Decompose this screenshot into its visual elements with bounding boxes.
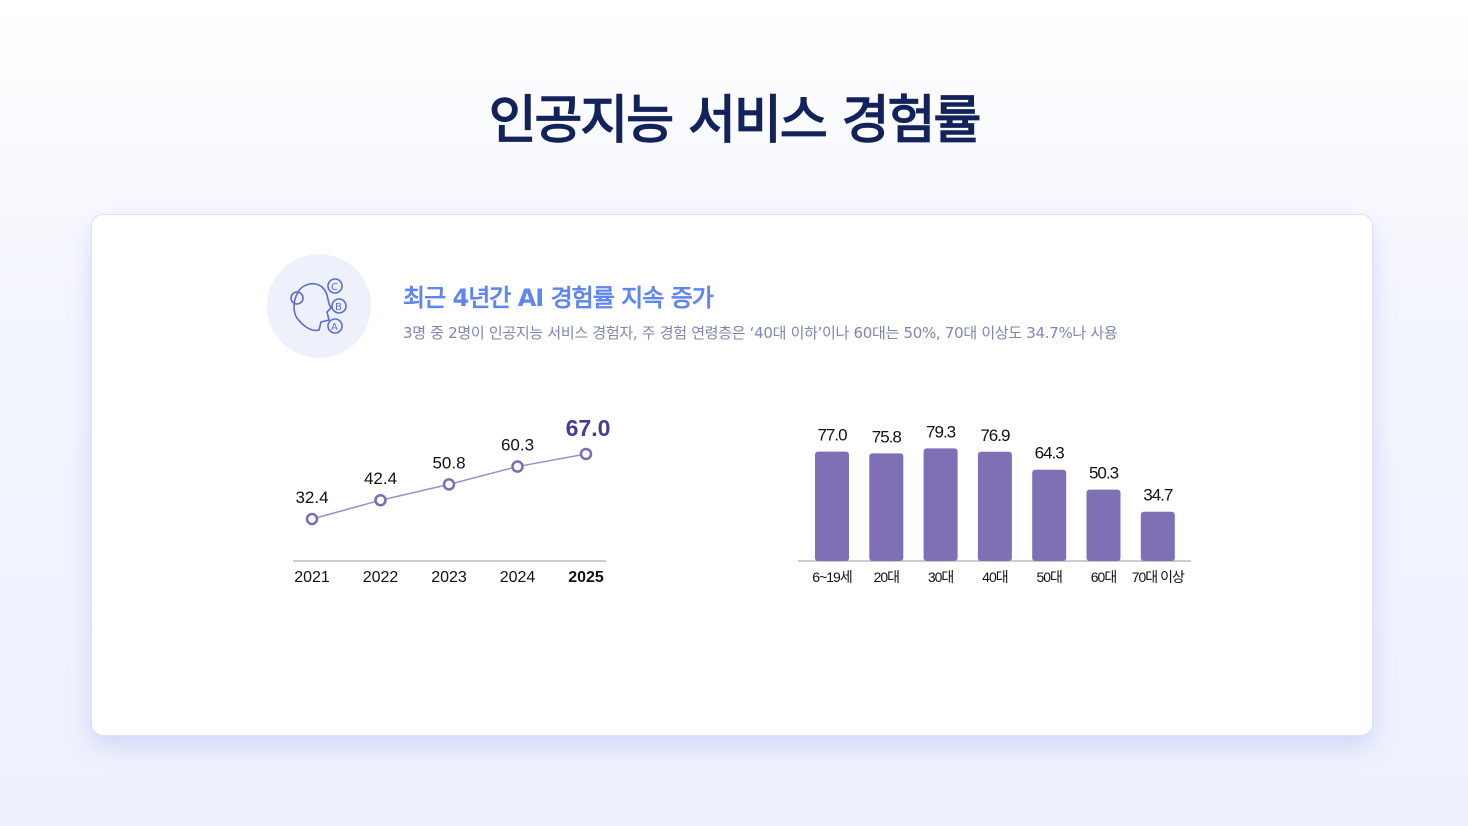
bar-data-label: 64.3	[1035, 444, 1065, 463]
line-data-label: 32.4	[295, 488, 328, 507]
bar-data-label: 77.0	[817, 426, 847, 445]
bar	[1086, 489, 1121, 561]
bar	[1140, 511, 1175, 561]
line-data-label: 60.3	[501, 436, 534, 455]
x-tick-label: 2025	[568, 569, 604, 586]
x-tick-label: 2022	[363, 569, 399, 586]
x-tick-label: 50대	[1036, 569, 1062, 585]
line-point	[511, 460, 524, 473]
line-point	[579, 447, 593, 461]
x-tick-label: 2024	[500, 569, 536, 586]
x-tick-label: 20대	[874, 569, 900, 585]
bar	[923, 448, 958, 561]
bar	[1032, 469, 1067, 561]
bar-data-label: 50.3	[1089, 464, 1119, 483]
x-tick-label: 6~19세	[812, 569, 852, 585]
page-title: 인공지능 서비스 경험률	[488, 91, 982, 151]
bar-data-label: 76.9	[980, 426, 1010, 445]
x-tick-label: 30대	[928, 569, 954, 585]
line-data-label: 67.0	[566, 415, 611, 441]
card-heading: 최근 4년간 AI 경험률 지속 증가	[403, 284, 714, 312]
line-data-label: 50.8	[432, 453, 465, 472]
bar	[977, 451, 1012, 561]
x-tick-label: 2021	[294, 569, 330, 586]
x-tick-label: 70대 이상	[1132, 569, 1185, 585]
x-tick-label: 2023	[431, 569, 467, 586]
line-data-label: 42.4	[364, 469, 397, 488]
svg-text:A: A	[331, 322, 338, 333]
x-tick-label: 40대	[982, 569, 1008, 585]
svg-text:C: C	[331, 282, 338, 293]
svg-text:B: B	[335, 302, 342, 313]
bar-data-label: 79.3	[926, 422, 956, 441]
line-point	[442, 478, 456, 491]
line-point	[374, 493, 387, 507]
bar	[815, 451, 849, 561]
bar-data-label: 75.8	[872, 427, 902, 446]
ai-head-abc-icon: C B A	[267, 254, 371, 358]
line-point	[305, 512, 319, 526]
x-tick-label: 60대	[1091, 569, 1117, 585]
bar	[869, 453, 904, 561]
bar-data-label: 34.7	[1143, 486, 1173, 505]
card-description: 3명 중 2명이 인공지능 서비스 경험자, 주 경험 연령층은 ‘40대 이하…	[403, 324, 1118, 342]
